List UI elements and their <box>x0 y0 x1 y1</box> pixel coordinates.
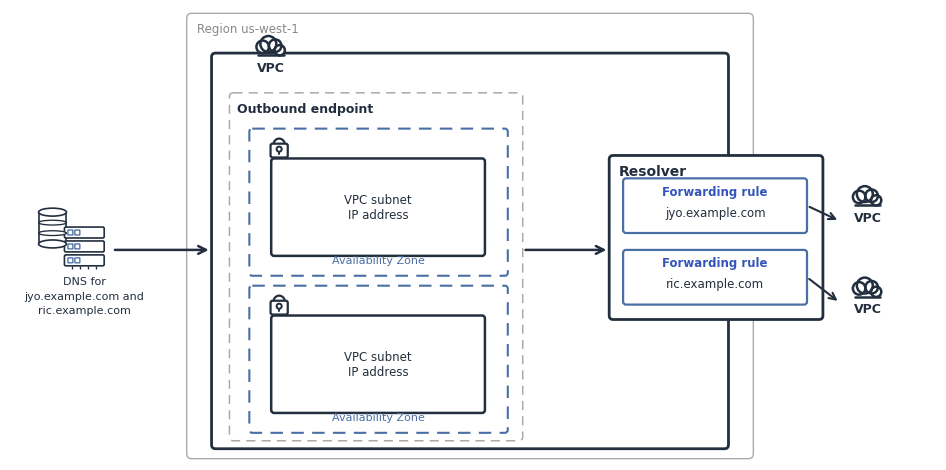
Circle shape <box>866 189 878 202</box>
Text: IP address: IP address <box>348 209 409 222</box>
Text: jyo.example.com: jyo.example.com <box>665 207 765 219</box>
FancyBboxPatch shape <box>609 156 823 320</box>
Circle shape <box>871 287 882 297</box>
Text: Region us-west-1: Region us-west-1 <box>197 23 298 36</box>
Text: IP address: IP address <box>348 366 409 379</box>
FancyBboxPatch shape <box>272 158 485 256</box>
Text: VPC: VPC <box>853 212 882 225</box>
Circle shape <box>256 40 269 53</box>
Text: Availability Zone: Availability Zone <box>332 413 425 423</box>
Text: VPC subnet: VPC subnet <box>344 194 412 207</box>
Circle shape <box>857 186 873 202</box>
Ellipse shape <box>39 240 66 248</box>
Text: VPC subnet: VPC subnet <box>344 351 412 364</box>
FancyBboxPatch shape <box>186 13 753 459</box>
Circle shape <box>853 191 866 203</box>
FancyBboxPatch shape <box>212 53 728 449</box>
Circle shape <box>269 39 281 52</box>
Circle shape <box>871 195 882 205</box>
Text: Forwarding rule: Forwarding rule <box>662 258 768 270</box>
Circle shape <box>857 278 873 293</box>
Text: VPC: VPC <box>853 303 882 316</box>
FancyBboxPatch shape <box>623 178 807 233</box>
FancyBboxPatch shape <box>64 255 104 266</box>
FancyBboxPatch shape <box>623 250 807 305</box>
Circle shape <box>866 281 878 293</box>
Ellipse shape <box>39 208 66 216</box>
Circle shape <box>274 45 285 55</box>
Text: Outbound endpoint: Outbound endpoint <box>237 103 374 116</box>
FancyBboxPatch shape <box>64 227 104 238</box>
FancyBboxPatch shape <box>64 241 104 252</box>
FancyBboxPatch shape <box>272 315 485 413</box>
Polygon shape <box>39 212 66 244</box>
FancyBboxPatch shape <box>271 144 288 157</box>
Text: ric.example.com: ric.example.com <box>666 278 764 291</box>
Circle shape <box>853 282 866 295</box>
FancyBboxPatch shape <box>271 301 288 314</box>
Polygon shape <box>258 55 284 61</box>
Text: Availability Zone: Availability Zone <box>332 256 425 266</box>
Text: DNS for
jyo.example.com and
ric.example.com: DNS for jyo.example.com and ric.example.… <box>25 277 144 316</box>
Polygon shape <box>855 297 881 302</box>
Ellipse shape <box>39 231 66 235</box>
Polygon shape <box>855 205 881 211</box>
Ellipse shape <box>39 220 66 225</box>
Text: Resolver: Resolver <box>619 165 687 180</box>
Text: VPC: VPC <box>257 63 285 76</box>
Text: Forwarding rule: Forwarding rule <box>662 186 768 199</box>
Circle shape <box>260 36 276 52</box>
